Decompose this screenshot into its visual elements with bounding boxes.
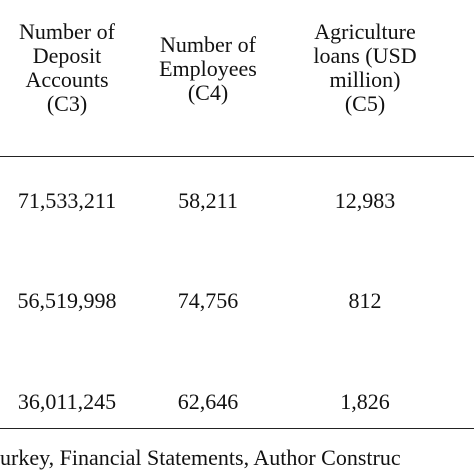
header-agriculture-loans: Agriculture loans (USD million) (C5) <box>313 19 417 116</box>
header-employees: Number of Employees (C4) <box>159 32 257 105</box>
table-cell: 62,646 <box>177 389 239 414</box>
table-bottom-rule <box>0 428 474 429</box>
table-cell: 36,011,245 <box>17 389 117 414</box>
table-cell: 12,983 <box>334 188 396 213</box>
header-deposit-accounts: Number of Deposit Accounts (C3) <box>19 19 115 116</box>
table-cell: 812 <box>348 288 382 313</box>
header-divider <box>0 156 474 157</box>
table-cell: 1,826 <box>340 389 390 414</box>
table-cell: 71,533,211 <box>17 188 117 213</box>
table-cell: 74,756 <box>177 288 239 313</box>
table-cell: 58,211 <box>178 188 238 213</box>
source-note: urkey, Financial Statements, Author Cons… <box>0 445 401 470</box>
table-cell: 56,519,998 <box>17 288 117 313</box>
